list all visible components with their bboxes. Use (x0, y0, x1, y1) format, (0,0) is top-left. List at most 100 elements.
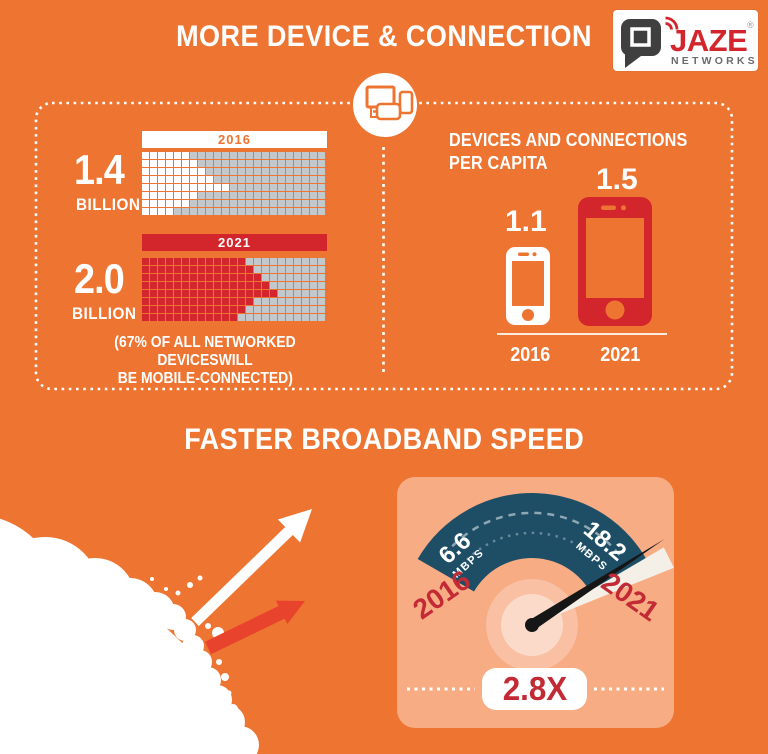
waffle-cell (270, 274, 277, 281)
waffle-cell (302, 306, 309, 313)
waffle-cell (246, 200, 253, 207)
waffle-cell (238, 200, 245, 207)
jaze-logo-icon (621, 16, 679, 68)
waffle-cell (182, 184, 189, 191)
waffle-cell (278, 258, 285, 265)
waffle-cell (286, 160, 293, 167)
waffle-cell (214, 306, 221, 313)
waffle-cell (278, 160, 285, 167)
waffle-cell (174, 298, 181, 305)
waffle-cell (246, 290, 253, 297)
waffle-cell (318, 314, 325, 321)
waffle-cell (278, 306, 285, 313)
waffle-cell (214, 298, 221, 305)
waffle-cell (142, 282, 149, 289)
waffle-cell (142, 274, 149, 281)
waffle-cell (206, 184, 213, 191)
waffle-cell (238, 192, 245, 199)
waffle-cell (230, 258, 237, 265)
waffle-cell (150, 152, 157, 159)
waffle-cell (166, 152, 173, 159)
waffle-cell (318, 200, 325, 207)
waffle-cell (246, 208, 253, 215)
waffle-cell (270, 184, 277, 191)
waffle-cell (150, 314, 157, 321)
jaze-logo: JAZE ® NETWORKS (613, 10, 758, 71)
waffle-cell (222, 208, 229, 215)
waffle-cell (294, 306, 301, 313)
waffle-cell (246, 168, 253, 175)
waffle-cell (318, 168, 325, 175)
waffle-cell (206, 168, 213, 175)
waffle-cell (166, 298, 173, 305)
waffle-cell (150, 290, 157, 297)
waffle-cell (302, 266, 309, 273)
waffle-cell (222, 290, 229, 297)
waffle-cell (254, 160, 261, 167)
waffle-cell (222, 274, 229, 281)
waffle-cell (246, 160, 253, 167)
waffle-cell (278, 176, 285, 183)
waffle-cell (214, 152, 221, 159)
waffle-cell (158, 208, 165, 215)
waffle-cell (150, 258, 157, 265)
waffle-cell (182, 258, 189, 265)
waffle-cell (302, 274, 309, 281)
waffle-cell (238, 176, 245, 183)
waffle-cell (222, 306, 229, 313)
connected-devices-icon (353, 73, 417, 137)
waffle-cell (262, 274, 269, 281)
per-capita-value-2021: 1.5 (596, 163, 638, 196)
waffle-cell (254, 184, 261, 191)
waffle-cell (206, 152, 213, 159)
waffle-cell (158, 314, 165, 321)
waffle-cell (222, 184, 229, 191)
waffle-cell (262, 282, 269, 289)
waffle-cell (286, 184, 293, 191)
logo-registered-mark: ® (747, 20, 754, 30)
waffle-cell (222, 200, 229, 207)
waffle-cell (174, 306, 181, 313)
waffle-cell (230, 184, 237, 191)
waffle-cell (174, 314, 181, 321)
waffle-cell (214, 200, 221, 207)
waffle-cell (310, 306, 317, 313)
per-capita-year-2016: 2016 (509, 344, 551, 366)
waffle-cell (190, 274, 197, 281)
waffle-cell (214, 314, 221, 321)
gauge-needle (529, 539, 665, 630)
waffle-cell (294, 314, 301, 321)
waffle-cell (278, 200, 285, 207)
waffle-cell (262, 192, 269, 199)
per-capita-baseline (497, 333, 667, 335)
waffle-cell (262, 208, 269, 215)
waffle-cell (142, 258, 149, 265)
waffle-cell (262, 290, 269, 297)
waffle-cell (214, 208, 221, 215)
waffle-cell (222, 168, 229, 175)
waffle-cell (158, 306, 165, 313)
waffle-cell (198, 266, 205, 273)
waffle-cell (142, 160, 149, 167)
waffle-cell (294, 290, 301, 297)
waffle-cell (270, 298, 277, 305)
waffle-cell (190, 266, 197, 273)
waffle-cell (270, 306, 277, 313)
waffle-cell (182, 306, 189, 313)
waffle-cell (230, 314, 237, 321)
waffle-cell (246, 184, 253, 191)
waffle-cell (182, 160, 189, 167)
waffle-cell (230, 200, 237, 207)
waffle-cell (198, 258, 205, 265)
speed-gauge (407, 493, 674, 691)
waffle-cell (270, 192, 277, 199)
waffle-cell (270, 266, 277, 273)
waffle-cell (286, 192, 293, 199)
waffle-cell (318, 176, 325, 183)
waffle-cell (230, 208, 237, 215)
waffle-cell (230, 266, 237, 273)
speed-gauge-panel: 6.6 MBPS 18.2 MBPS 2016 2021 2.8X (397, 477, 674, 728)
waffle-cell (182, 266, 189, 273)
waffle-cell (294, 298, 301, 305)
waffle-cell (166, 176, 173, 183)
